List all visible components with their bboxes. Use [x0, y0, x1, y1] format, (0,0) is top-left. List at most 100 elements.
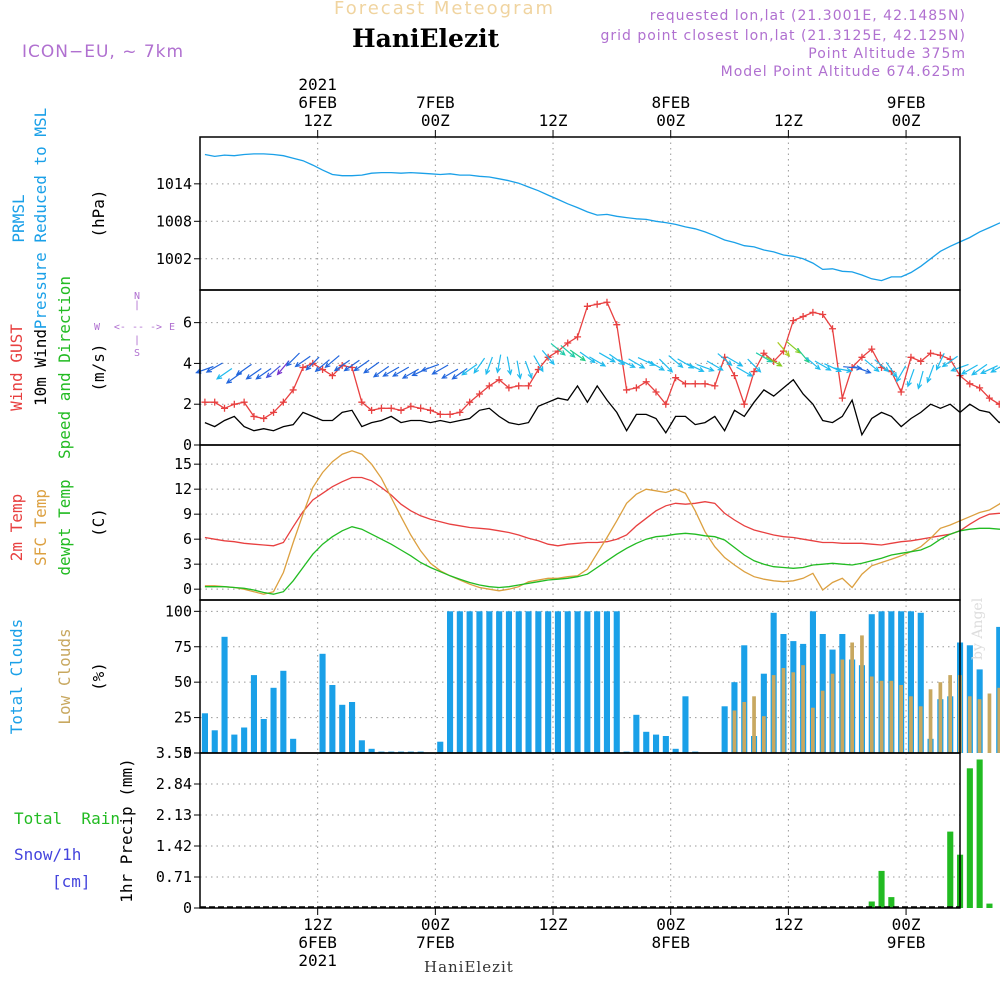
gust-marker	[750, 368, 758, 376]
compass-line-bot: |	[134, 335, 140, 346]
total-cloud-bar	[653, 734, 660, 753]
panel-frame	[199, 444, 961, 601]
gust-marker	[505, 384, 513, 392]
wind-arrow	[516, 360, 523, 380]
wind-arrow	[485, 356, 493, 376]
gust-marker	[917, 357, 925, 365]
gust-marker	[652, 388, 660, 396]
total-cloud-bar	[809, 611, 816, 753]
rain-bar	[947, 831, 954, 908]
wind-arrow	[686, 363, 705, 372]
gust-marker	[466, 398, 474, 406]
total-cloud-bar	[339, 704, 346, 753]
gust-marker	[613, 321, 621, 329]
x-tick-label-bottom: 6FEB	[298, 933, 337, 952]
model-label: ICON−EU, ~ 7km	[22, 42, 185, 62]
wind-arrow	[314, 359, 330, 373]
gust-marker	[289, 386, 297, 394]
gust-marker	[789, 317, 797, 325]
gust-marker	[838, 394, 846, 402]
wind-arrow	[333, 359, 350, 372]
x-tick-label-bottom: 00Z	[656, 915, 685, 934]
low-cloud-bar	[869, 676, 874, 753]
low-cloud-bar	[732, 710, 737, 753]
wind-arrow	[560, 344, 576, 358]
gust-marker	[250, 412, 258, 420]
gust-marker	[397, 406, 405, 414]
x-tick-label-top: 2021	[298, 75, 337, 94]
gust-marker	[456, 408, 464, 416]
y-tick-label: 1002	[156, 250, 192, 268]
low-cloud-bar	[948, 675, 952, 753]
gust-marker	[426, 406, 434, 414]
y-tick-label: 0	[183, 744, 192, 762]
y-tick-label: 6	[183, 530, 192, 548]
wind-arrow	[245, 368, 262, 380]
compass-e: E	[169, 322, 175, 333]
low-cloud-bar	[997, 687, 1000, 753]
wind-arrow	[579, 351, 596, 364]
series-label: Low Clouds	[55, 628, 74, 724]
total-cloud-bar	[515, 611, 522, 753]
gust-marker	[632, 384, 640, 392]
total-cloud-bar	[525, 611, 532, 753]
gust-marker	[407, 402, 415, 410]
wind-arrow	[696, 363, 715, 372]
wind-arrow	[618, 359, 636, 368]
total-cloud-bar	[741, 645, 748, 753]
gust-marker	[485, 382, 493, 390]
wind-arrow	[215, 368, 233, 380]
low-cloud-bar	[752, 696, 756, 753]
y-tick-label: 2.13	[156, 806, 192, 824]
total-cloud-bar	[672, 748, 679, 754]
wind-arrow	[990, 366, 1000, 373]
total-cloud-bar	[554, 611, 561, 753]
gust-marker	[642, 378, 650, 386]
low-cloud-bar	[811, 707, 815, 753]
wind-arrow	[668, 355, 684, 369]
total-cloud-bar	[476, 611, 483, 753]
low-cloud-bar	[889, 680, 894, 754]
wind-arrow	[533, 355, 544, 373]
total-cloud-bar	[574, 611, 581, 753]
series-line	[204, 450, 1000, 595]
series-label: dewpt Temp	[55, 479, 74, 575]
gust-marker	[966, 380, 974, 388]
low-cloud-bar	[879, 680, 884, 754]
wind-arrow	[598, 352, 617, 363]
total-cloud-bar	[898, 611, 905, 753]
x-tick-label-top: 00Z	[892, 111, 921, 130]
wind-arrow	[524, 360, 533, 380]
x-tick-label-top: 12Z	[303, 111, 332, 130]
compass-line-top: |	[134, 300, 140, 311]
unit-label: (hPa)	[89, 189, 108, 237]
wind-arrow	[853, 365, 872, 374]
total-cloud-bar	[456, 611, 463, 753]
y-tick-label: 3.55	[156, 744, 192, 762]
gust-marker	[897, 388, 905, 396]
wind-arrow	[971, 363, 988, 376]
gust-marker	[799, 313, 807, 321]
wind-arrow	[637, 357, 656, 366]
total-cloud-bar	[319, 653, 326, 753]
low-cloud-bar	[830, 673, 835, 753]
low-cloud-bar	[791, 672, 796, 754]
low-cloud-bar	[977, 699, 982, 753]
x-tick-label-top: 9FEB	[887, 93, 926, 112]
total-cloud-bar	[564, 611, 571, 753]
gust-marker	[907, 353, 915, 361]
total-cloud-bar	[290, 738, 297, 753]
gust-marker	[927, 349, 935, 357]
series-label: 2m Temp	[7, 494, 26, 561]
gust-marker	[525, 382, 533, 390]
wind-arrow	[473, 357, 486, 374]
low-cloud-bar	[820, 690, 825, 753]
gust-marker	[829, 325, 837, 333]
gust-marker	[564, 339, 572, 347]
gust-marker	[681, 380, 689, 388]
rain-bar	[976, 759, 983, 908]
y-tick-label: 2.84	[156, 775, 192, 793]
compass-s: S	[134, 348, 140, 359]
wind-arrow	[294, 355, 311, 368]
x-tick-label-bottom: 12Z	[303, 915, 332, 934]
